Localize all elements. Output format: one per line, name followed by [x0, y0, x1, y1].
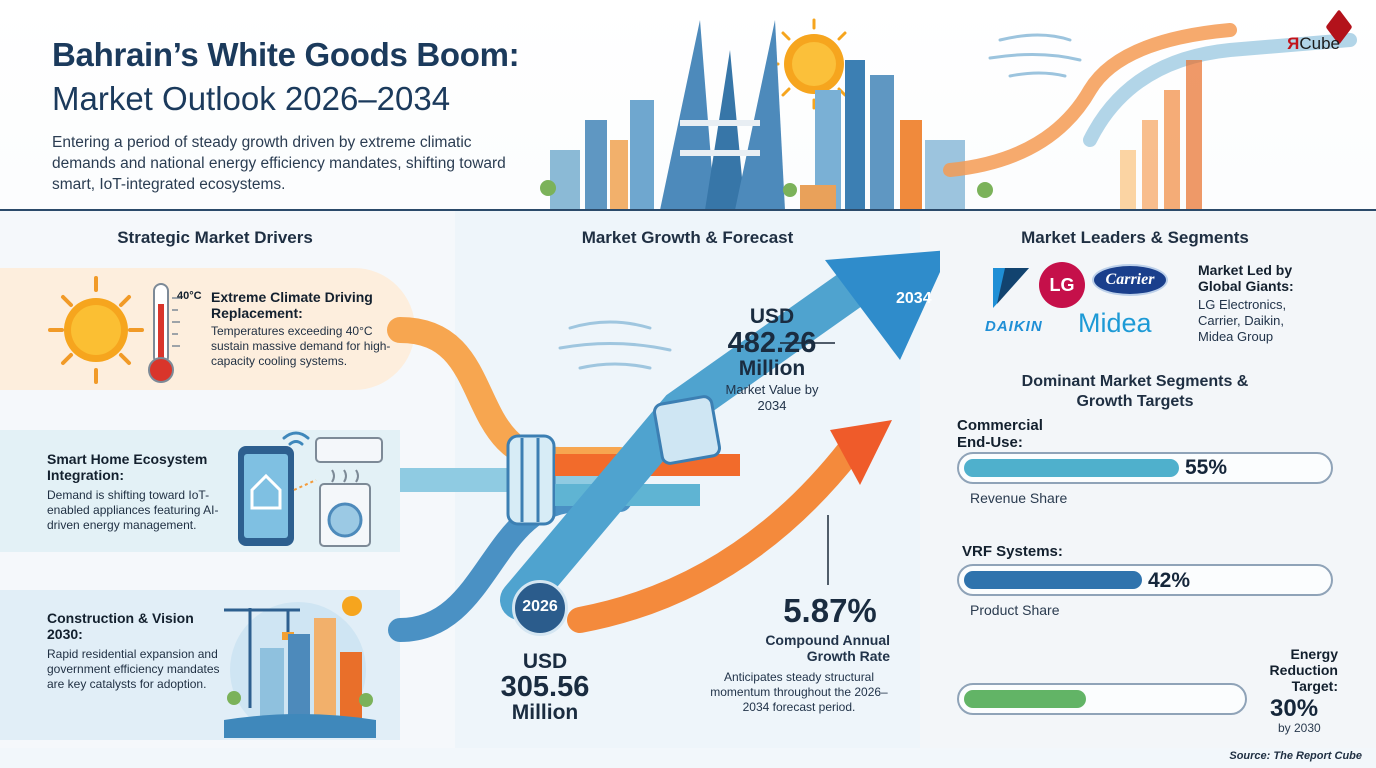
leaders-heading: Market Leaders & Segments [1021, 228, 1249, 247]
segment-commercial-fill [964, 459, 1179, 477]
temperature-badge: 40°C [177, 290, 202, 302]
smart-home-appliances-icon [238, 431, 383, 547]
segment-vrf-value: 42% [1148, 569, 1191, 592]
end-value-caption: Market Value by 2034 [725, 382, 819, 413]
brand-logo-mark: Я [1287, 34, 1300, 53]
daikin-logo: DAIKIN [985, 318, 1043, 335]
forecast-heading: Market Growth & Forecast [581, 228, 794, 247]
intro-text: Entering a period of steady growth drive… [52, 134, 506, 193]
cagr-value: 5.87% [783, 592, 877, 629]
lg-logo-text: LG [1049, 275, 1075, 295]
driver-smarthome-title: Smart Home Ecosystem Integration: [47, 451, 208, 483]
daikin-logo-text: DAIKIN [985, 318, 1043, 335]
page-subtitle-heading: Market Outlook 2026–2034 [52, 80, 451, 117]
lg-logo: LG [1039, 262, 1085, 308]
header-divider [0, 209, 1376, 211]
start-value-currency: USD [522, 650, 568, 673]
drivers-heading: Strategic Market Drivers [117, 228, 313, 247]
segment-energy-label: Energy Reduction Target: [1269, 646, 1338, 694]
year-start-label: 2026 [522, 598, 558, 615]
start-value-unit: Million [511, 701, 579, 724]
end-value-unit: Million [738, 357, 806, 380]
year-start-badge [512, 580, 568, 636]
brand-logo-text: Cube [1299, 34, 1340, 53]
sun-thermometer-icon [48, 276, 180, 384]
segment-energy-sub: by 2030 [1278, 721, 1321, 735]
daikin-triangle-logo-icon [993, 268, 1029, 308]
start-value-amount: 305.56 [500, 671, 590, 703]
growth-arrows-illustration [387, 250, 940, 642]
segments-heading: Dominant Market Segments & Growth Target… [1021, 373, 1249, 410]
driver-construction-text: Rapid residential expansion and governme… [47, 647, 220, 691]
cagr-text: Anticipates steady structural momentum t… [710, 670, 888, 714]
carrier-logo-text: Carrier [1105, 271, 1155, 288]
segment-energy-bar [957, 683, 1247, 715]
segment-vrf-bar [957, 564, 1333, 596]
midea-logo-text: Midea [1078, 308, 1152, 338]
skyline-illustration [540, 18, 1357, 210]
segment-vrf-fill [964, 571, 1142, 589]
segment-commercial-value: 55% [1185, 456, 1228, 479]
driver-climate-title: Extreme Climate Driving Replacement: [211, 289, 373, 321]
segment-commercial-bar [957, 452, 1333, 484]
brand-logo: ЯCube [1287, 34, 1340, 54]
segment-vrf-sub: Product Share [970, 602, 1060, 618]
segment-vrf-label: VRF Systems: [962, 543, 1063, 560]
leaders-label: Market Led by Global Giants: [1198, 262, 1294, 294]
segment-commercial-label: Commercial End-Use: [957, 417, 1043, 451]
carrier-logo: Carrier [1092, 264, 1168, 296]
construction-crane-icon [224, 596, 376, 738]
year-end-label: 2034 [896, 290, 932, 307]
driver-smarthome-text: Demand is shifting toward IoT-enabled ap… [47, 488, 219, 532]
page-title: Bahrain’s White Goods Boom: [52, 36, 520, 73]
segment-energy-fill [964, 690, 1086, 708]
leaders-list: LG Electronics, Carrier, Daikin, Midea G… [1198, 297, 1287, 344]
midea-logo: Midea [1078, 308, 1152, 339]
driver-climate-text: Temperatures exceeding 40°C sustain mass… [211, 324, 391, 368]
segment-energy-value: 30% [1270, 695, 1319, 722]
driver-construction-title: Construction & Vision 2030: [47, 610, 194, 642]
end-value-currency: USD [749, 305, 795, 328]
end-value-amount: 482.26 [727, 327, 817, 359]
sun-icon [768, 18, 860, 110]
cagr-label: Compound Annual Growth Rate [765, 632, 890, 664]
source-credit: Source: The Report Cube [1229, 750, 1362, 762]
segment-commercial-sub: Revenue Share [970, 490, 1068, 506]
